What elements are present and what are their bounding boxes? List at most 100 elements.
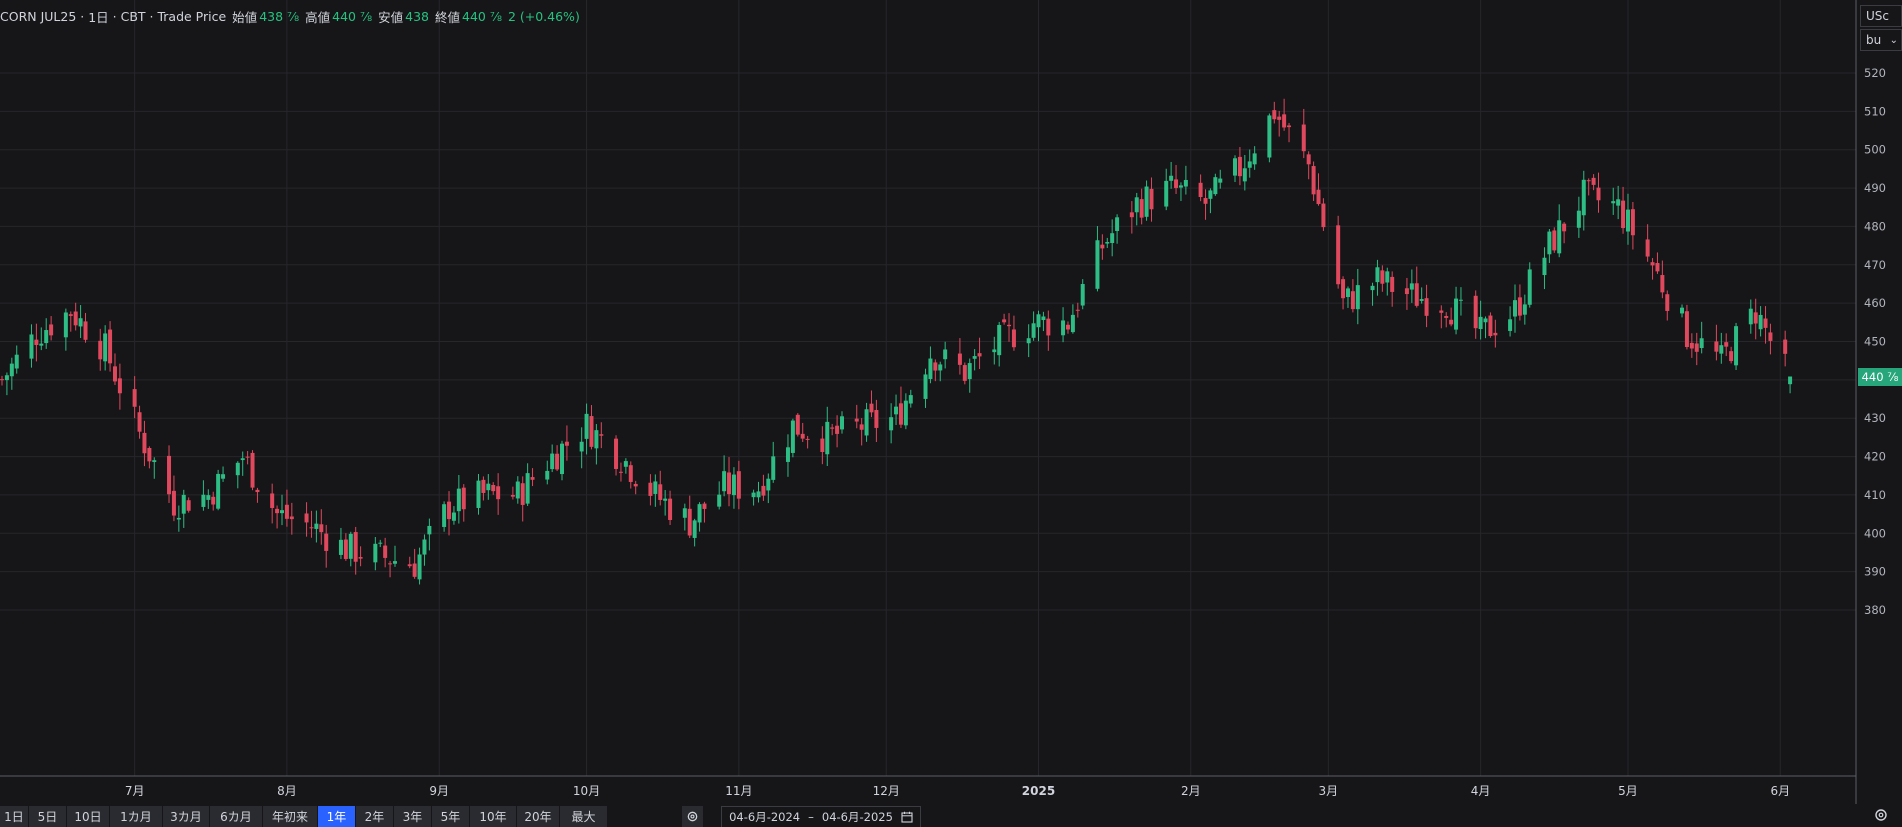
candle-body — [108, 329, 113, 364]
candle-body — [1444, 316, 1449, 318]
x-tick-label: 9月 — [429, 784, 449, 798]
candle-body — [49, 324, 54, 336]
range-button[interactable]: 5日 — [29, 806, 66, 827]
candle-body — [1763, 318, 1768, 328]
candle-body — [1458, 299, 1463, 301]
range-button[interactable]: 10年 — [470, 806, 516, 827]
candle-body — [1493, 332, 1498, 336]
candle-body — [874, 410, 879, 428]
candle-body — [29, 334, 34, 359]
y-tick-label: 380 — [1864, 603, 1886, 617]
candle-body — [383, 545, 388, 558]
candle-body — [1306, 154, 1311, 165]
candle-body — [761, 485, 766, 496]
currency-selector[interactable]: USc — [1860, 5, 1902, 27]
candle-body — [972, 356, 977, 359]
unit-selector[interactable]: bu ⌄ — [1860, 29, 1902, 51]
candle-body — [1350, 291, 1355, 310]
range-button[interactable]: 1日 — [0, 806, 28, 827]
candle-body — [653, 481, 658, 494]
candle-body — [1419, 299, 1424, 301]
candle-body — [1557, 220, 1562, 254]
candle-body — [1252, 153, 1257, 165]
range-button[interactable]: 20年 — [517, 806, 559, 827]
candle-body — [1007, 324, 1012, 327]
candle-body — [1449, 319, 1454, 325]
chevron-down-icon: ⌄ — [1889, 34, 1898, 46]
candle-body — [338, 539, 343, 555]
candle-body — [908, 395, 913, 404]
candle-body — [835, 425, 840, 434]
range-button[interactable]: 年初来 — [263, 806, 317, 827]
candle-body — [98, 340, 103, 360]
x-tick-label: 8月 — [277, 784, 297, 798]
candle-body — [1655, 263, 1660, 272]
candle-body — [132, 389, 137, 407]
range-settings-button[interactable] — [682, 806, 703, 827]
candle-body — [304, 513, 309, 523]
range-button[interactable]: 1年 — [318, 806, 355, 827]
candle-body — [388, 563, 393, 565]
close-value: 440 ⅞ — [462, 8, 502, 24]
candle-body — [1267, 115, 1272, 158]
range-button[interactable]: 6カ月 — [210, 806, 262, 827]
range-button[interactable]: 2年 — [356, 806, 393, 827]
candle-body — [1508, 319, 1513, 331]
date-range-picker[interactable]: 04-6月-2024 – 04-6月-2025 — [721, 806, 921, 827]
candle-body — [1002, 319, 1007, 323]
candle-body — [461, 487, 466, 510]
candle-body — [1183, 179, 1188, 187]
candle-body — [1488, 315, 1493, 336]
candle-body — [854, 418, 859, 422]
candle-body — [407, 564, 412, 567]
candle-body — [1385, 271, 1390, 283]
candle-body — [358, 557, 363, 559]
range-button[interactable]: 5年 — [432, 806, 469, 827]
candle-body — [628, 465, 633, 482]
x-tick-label: 10月 — [573, 784, 600, 798]
candle-body — [476, 480, 481, 508]
candle-body — [1753, 312, 1758, 324]
candle-body — [240, 458, 245, 461]
candle-body — [486, 483, 491, 491]
candle-body — [697, 504, 702, 523]
candle-body — [623, 461, 628, 467]
candle-body — [68, 314, 73, 316]
range-button[interactable]: 最大 — [560, 806, 607, 827]
candle-body — [1011, 329, 1016, 348]
candle-body — [820, 438, 825, 452]
candle-body — [618, 471, 623, 473]
price-chart[interactable]: 3803904004104204304404504604704804905005… — [0, 0, 1902, 804]
candle-body — [525, 473, 530, 504]
candle-body — [840, 416, 845, 430]
candle-body — [736, 471, 741, 499]
candle-body — [869, 403, 874, 413]
candle-body — [1282, 114, 1287, 128]
candle-body — [766, 478, 771, 491]
candle-body — [1758, 314, 1763, 330]
chart-settings-button[interactable] — [1860, 803, 1902, 827]
candle-body — [1198, 182, 1203, 197]
candle-body — [584, 413, 589, 439]
candle-body — [417, 554, 422, 580]
range-button[interactable]: 3年 — [394, 806, 431, 827]
candle-body — [1409, 283, 1414, 290]
x-tick-label: 2025 — [1022, 784, 1055, 798]
candle-body — [1311, 166, 1316, 195]
candle-body — [171, 490, 176, 516]
candle-body — [545, 470, 550, 480]
range-button[interactable]: 1カ月 — [110, 806, 162, 827]
candle-body — [898, 403, 903, 425]
range-button[interactable]: 3カ月 — [163, 806, 209, 827]
candle-body — [1095, 240, 1100, 289]
candle-body — [275, 508, 280, 514]
unit-label: bu — [1866, 33, 1882, 47]
candle-body — [633, 483, 638, 487]
range-button[interactable]: 10日 — [67, 806, 109, 827]
candle-body — [412, 563, 417, 577]
candle-body — [201, 494, 206, 507]
candle-body — [4, 375, 9, 381]
candle-body — [9, 363, 14, 377]
candle-body — [1650, 262, 1655, 266]
candle-body — [456, 488, 461, 512]
